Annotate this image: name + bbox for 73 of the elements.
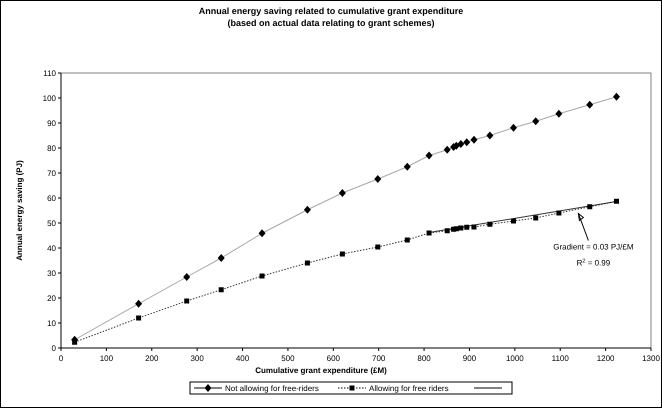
point xyxy=(487,222,492,227)
point xyxy=(533,216,538,220)
x-tick-label: 1100 xyxy=(552,354,570,363)
x-tick-label: 1000 xyxy=(506,354,524,363)
point xyxy=(470,136,478,144)
x-axis-title: Cumulative grant expenditure (£M) xyxy=(255,366,388,375)
point xyxy=(304,260,310,266)
point xyxy=(613,92,620,101)
y-tick-label: 110 xyxy=(43,69,57,78)
point xyxy=(183,273,190,281)
y-tick-label: 90 xyxy=(47,119,57,128)
point xyxy=(338,189,346,197)
x-tick-label: 600 xyxy=(326,354,341,363)
point xyxy=(586,100,594,109)
point xyxy=(340,252,345,256)
x-tick-label: 200 xyxy=(145,354,159,363)
x-tick-label: 100 xyxy=(100,354,114,363)
point xyxy=(426,230,432,236)
x-tick-label: 300 xyxy=(190,354,204,363)
point xyxy=(426,152,433,160)
y-tick-label: 60 xyxy=(47,194,57,203)
point xyxy=(457,140,464,148)
point xyxy=(454,226,459,232)
x-tick-label: 0 xyxy=(58,354,64,363)
x-tick-label: 900 xyxy=(462,354,477,363)
point xyxy=(444,228,450,234)
point xyxy=(472,224,476,230)
point xyxy=(304,206,311,214)
point xyxy=(463,138,470,146)
point xyxy=(486,132,494,140)
annotation: Gradient = 0.03 PJ/£M xyxy=(553,242,634,252)
point xyxy=(555,110,562,118)
y-tick-label: 0 xyxy=(52,344,57,353)
y-tick-label: 80 xyxy=(47,144,57,153)
legend-label: Not allowing for free-riders xyxy=(225,384,319,393)
x-tick-label: 400 xyxy=(236,354,250,363)
point xyxy=(614,198,620,204)
x-tick-label: 500 xyxy=(281,354,296,363)
annotation: R$^{2}$ = 0.99 xyxy=(576,258,611,268)
chart-title: Annual energy saving related to cumulative grant expenditure xyxy=(198,6,464,16)
y-tick-label: 30 xyxy=(47,269,57,278)
y-tick-label: 10 xyxy=(47,319,57,328)
x-tick-label: 800 xyxy=(417,354,432,363)
y-tick-label: 100 xyxy=(42,94,57,103)
point xyxy=(135,300,142,308)
point xyxy=(184,298,190,304)
point xyxy=(444,146,451,154)
point xyxy=(374,175,382,183)
y-tick-label: 40 xyxy=(47,244,57,253)
point xyxy=(510,218,516,224)
y-axis-title: Annual energy saving (PJ) xyxy=(15,160,24,261)
legend-label: Allowing for free riders xyxy=(369,384,449,393)
point xyxy=(404,162,411,171)
point xyxy=(218,287,224,292)
y-tick-label: 70 xyxy=(47,169,57,178)
y-tick-label: 50 xyxy=(47,219,57,228)
point xyxy=(375,244,380,250)
point xyxy=(510,124,517,132)
point xyxy=(587,204,592,210)
point xyxy=(464,224,470,230)
x-tick-label: 1300 xyxy=(642,354,660,363)
point xyxy=(532,117,540,126)
point xyxy=(136,316,142,320)
x-tick-label: 700 xyxy=(372,354,386,363)
chart-subtitle: (based on actual data relating to grant schemes) xyxy=(227,18,435,28)
point xyxy=(556,210,562,216)
point xyxy=(258,229,266,238)
point xyxy=(458,226,464,230)
point xyxy=(260,274,265,278)
x-tick-label: 1200 xyxy=(596,354,616,363)
point xyxy=(404,238,410,242)
y-tick-label: 20 xyxy=(47,294,57,303)
point xyxy=(218,254,225,262)
